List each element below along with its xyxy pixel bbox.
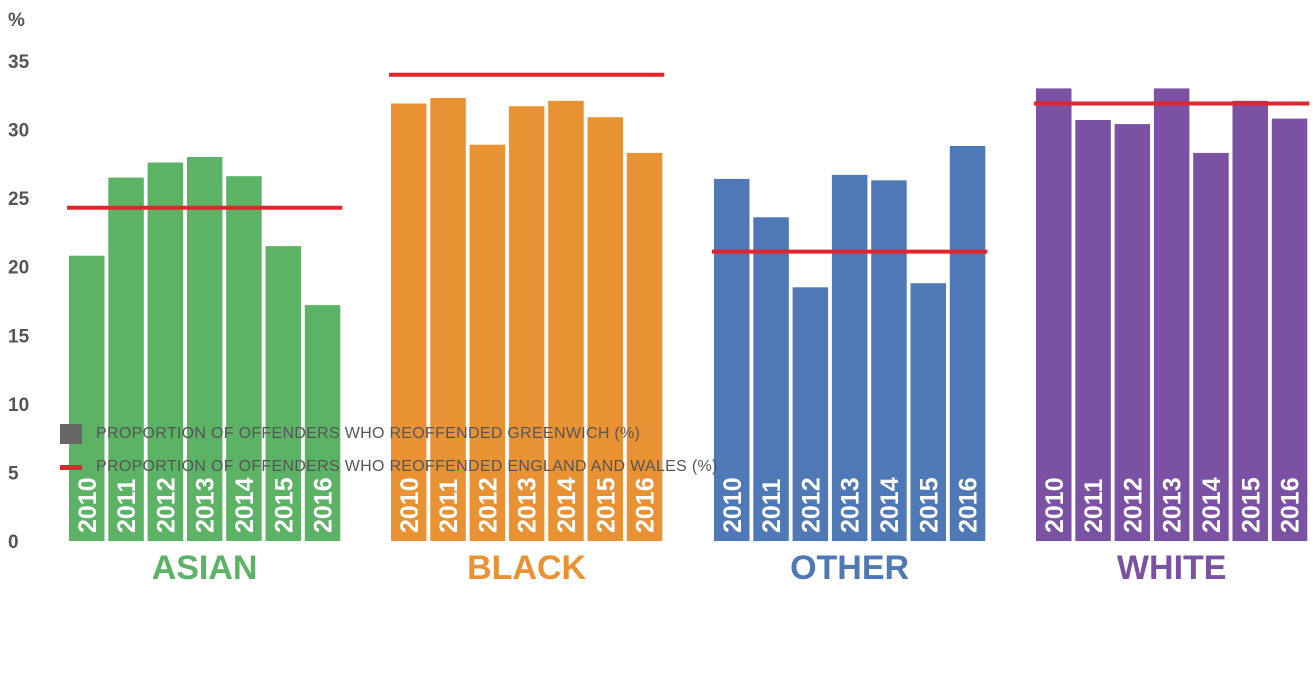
y-tick-label: 25 — [8, 189, 30, 210]
bar-year-label: 2011 — [435, 479, 463, 533]
bar — [1153, 88, 1190, 542]
bar — [1232, 100, 1268, 542]
bar-year-label: 2011 — [758, 479, 786, 533]
bar — [186, 157, 223, 541]
bar — [508, 106, 545, 542]
legend-swatch-greenwich — [60, 424, 82, 444]
legend-swatch-england-wales — [60, 464, 82, 470]
bar — [626, 152, 663, 541]
bar-group-other: 2010 2011 2012 2013 2014 2015 2016 OTHER — [712, 146, 988, 587]
bar-year-label: 2016 — [632, 477, 660, 533]
bar-year-label: 2015 — [1237, 477, 1265, 533]
group-label: WHITE — [1117, 549, 1227, 587]
bar — [1271, 118, 1308, 541]
bar — [1193, 152, 1229, 541]
bar — [753, 217, 789, 542]
bar-year-label: 2015 — [270, 477, 298, 533]
bar — [265, 246, 301, 541]
y-tick-label: 20 — [8, 258, 29, 279]
bar — [910, 283, 946, 541]
bar-year-label: 2016 — [1277, 477, 1305, 533]
bar — [587, 117, 623, 541]
bar — [108, 177, 144, 541]
bar-year-label: 2014 — [553, 477, 581, 533]
bar-year-label: 2012 — [152, 477, 180, 533]
bar-year-label: 2012 — [1119, 477, 1147, 533]
bar — [871, 180, 907, 542]
legend-item-england-wales: PROPORTION OF OFFENDERS WHO REOFFENDED E… — [60, 455, 960, 479]
y-tick-label: 10 — [8, 395, 29, 416]
group-label: BLACK — [467, 549, 586, 587]
bar-year-label: 2010 — [719, 477, 747, 533]
bar — [226, 176, 262, 541]
bar-year-label: 2016 — [310, 477, 338, 533]
bar — [548, 100, 584, 542]
bar-year-label: 2013 — [1159, 477, 1187, 533]
bar-year-label: 2012 — [797, 477, 825, 533]
group-label: OTHER — [790, 549, 909, 587]
y-axis-unit-label: % — [8, 10, 25, 31]
bar — [304, 305, 341, 541]
y-tick-label: 30 — [8, 121, 29, 142]
bar — [949, 146, 986, 541]
bar-year-label: 2013 — [514, 477, 542, 533]
bar — [792, 287, 829, 541]
bar — [69, 255, 105, 541]
bar-year-label: 2015 — [592, 477, 620, 533]
legend-label-england-wales: PROPORTION OF OFFENDERS WHO REOFFENDED E… — [96, 458, 718, 475]
bar-group-black: 2010 2011 2012 2013 2014 2015 2016 BLACK — [389, 72, 665, 587]
bar-year-label: 2011 — [113, 479, 141, 533]
bar-year-label: 2011 — [1080, 479, 1108, 533]
bar-year-label: 2015 — [915, 477, 943, 533]
bar — [831, 174, 868, 542]
bar-year-label: 2014 — [231, 477, 259, 533]
y-tick-label: 35 — [8, 52, 30, 73]
bar — [391, 103, 427, 541]
bar-year-label: 2014 — [1198, 477, 1226, 533]
bar — [1114, 124, 1151, 541]
y-axis-ticks: 0 5 10 15 20 25 30 35 — [8, 52, 30, 553]
y-tick-label: 15 — [8, 326, 30, 347]
bar-year-label: 2010 — [396, 477, 424, 533]
group-label: ASIAN — [152, 549, 258, 587]
bar — [430, 98, 466, 541]
bar-year-label: 2012 — [474, 477, 502, 533]
bar — [1036, 88, 1072, 542]
bar — [147, 162, 184, 541]
bar-year-label: 2010 — [1041, 477, 1069, 533]
legend-item-greenwich: PROPORTION OF OFFENDERS WHO REOFFENDED G… — [60, 422, 960, 446]
bar-group-asian: 2010 2011 2012 2013 2014 2015 2016 ASIAN — [67, 157, 343, 587]
y-tick-label: 0 — [8, 532, 19, 553]
y-tick-label: 5 — [8, 463, 19, 484]
bar-year-label: 2014 — [876, 477, 904, 533]
bar — [469, 144, 506, 541]
bar-group-white: 2010 2011 2012 2013 2014 2015 2016 WHITE — [1034, 88, 1310, 587]
bar — [714, 178, 750, 541]
bar-year-label: 2013 — [837, 477, 865, 533]
bar — [1075, 120, 1111, 541]
bar-year-label: 2010 — [74, 477, 102, 533]
bar-year-label: 2016 — [955, 477, 983, 533]
legend-label-greenwich: PROPORTION OF OFFENDERS WHO REOFFENDED G… — [96, 425, 641, 442]
bar-year-label: 2013 — [192, 477, 220, 533]
